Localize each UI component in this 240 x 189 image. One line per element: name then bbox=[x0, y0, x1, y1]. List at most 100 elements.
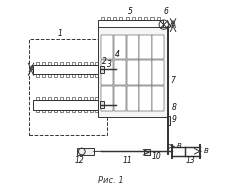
Bar bbox=[101, 29, 104, 32]
Bar bbox=[36, 62, 39, 64]
Text: A: A bbox=[170, 21, 176, 30]
Bar bbox=[42, 98, 45, 100]
Bar bbox=[114, 60, 126, 85]
Bar bbox=[96, 62, 98, 64]
Bar bbox=[98, 20, 163, 29]
Bar bbox=[84, 62, 87, 64]
Bar bbox=[127, 86, 139, 111]
Bar bbox=[139, 86, 152, 111]
Bar bbox=[78, 110, 81, 112]
Bar bbox=[138, 17, 141, 20]
Bar bbox=[168, 116, 170, 125]
Bar bbox=[54, 110, 57, 112]
Bar bbox=[60, 62, 63, 64]
Bar bbox=[66, 110, 69, 112]
Bar bbox=[42, 62, 45, 64]
Bar bbox=[48, 62, 51, 64]
Bar bbox=[60, 98, 63, 100]
Bar bbox=[84, 110, 87, 112]
Bar bbox=[29, 39, 107, 136]
Bar bbox=[90, 110, 92, 112]
Bar bbox=[113, 29, 116, 32]
Bar bbox=[60, 74, 63, 77]
Bar bbox=[101, 35, 113, 59]
Bar bbox=[48, 98, 51, 100]
Bar bbox=[66, 74, 69, 77]
Text: Рис. 1: Рис. 1 bbox=[98, 176, 124, 185]
Bar bbox=[90, 62, 92, 64]
Text: 6: 6 bbox=[163, 7, 168, 16]
Bar bbox=[36, 110, 39, 112]
Bar bbox=[100, 66, 104, 73]
Bar bbox=[139, 60, 152, 85]
Bar bbox=[101, 60, 113, 85]
Bar bbox=[152, 60, 164, 85]
Bar bbox=[33, 100, 101, 110]
Text: 13: 13 bbox=[186, 156, 196, 165]
Bar bbox=[96, 74, 98, 77]
Bar bbox=[78, 98, 81, 100]
Text: 8: 8 bbox=[172, 103, 176, 112]
Bar bbox=[150, 29, 154, 32]
Bar bbox=[48, 74, 51, 77]
Bar bbox=[33, 64, 101, 74]
Bar bbox=[36, 98, 39, 100]
Bar bbox=[100, 101, 104, 108]
Bar bbox=[72, 110, 75, 112]
Bar bbox=[157, 17, 160, 20]
Bar bbox=[107, 29, 110, 32]
Text: 11: 11 bbox=[123, 156, 132, 165]
Bar bbox=[144, 149, 150, 155]
Bar bbox=[101, 17, 104, 20]
Bar bbox=[66, 98, 69, 100]
Bar bbox=[144, 17, 147, 20]
Text: 5: 5 bbox=[128, 7, 133, 16]
Bar bbox=[138, 29, 141, 32]
Bar bbox=[78, 74, 81, 77]
Bar bbox=[72, 62, 75, 64]
Bar bbox=[126, 29, 129, 32]
Bar bbox=[127, 60, 139, 85]
Bar bbox=[84, 98, 87, 100]
Bar bbox=[119, 17, 122, 20]
Text: 3: 3 bbox=[107, 60, 112, 69]
Bar bbox=[72, 74, 75, 77]
Bar bbox=[36, 74, 39, 77]
Bar bbox=[54, 98, 57, 100]
Bar bbox=[96, 110, 98, 112]
Text: 10: 10 bbox=[151, 152, 161, 161]
Bar bbox=[96, 98, 98, 100]
Bar bbox=[132, 29, 135, 32]
Bar bbox=[77, 148, 94, 155]
Bar bbox=[157, 29, 160, 32]
Bar bbox=[90, 74, 92, 77]
Text: 1: 1 bbox=[58, 29, 63, 38]
Text: 9: 9 bbox=[172, 115, 176, 124]
Bar bbox=[114, 86, 126, 111]
Text: 4: 4 bbox=[115, 50, 120, 59]
Bar bbox=[48, 110, 51, 112]
Bar bbox=[84, 74, 87, 77]
Bar bbox=[139, 35, 152, 59]
Bar bbox=[78, 62, 81, 64]
Text: A: A bbox=[28, 65, 34, 74]
Bar bbox=[42, 110, 45, 112]
Bar bbox=[60, 110, 63, 112]
Bar bbox=[90, 98, 92, 100]
Bar bbox=[152, 86, 164, 111]
Bar bbox=[114, 35, 126, 59]
Text: B: B bbox=[177, 143, 182, 149]
Bar bbox=[42, 74, 45, 77]
Bar bbox=[144, 29, 147, 32]
Bar bbox=[66, 62, 69, 64]
Text: B: B bbox=[204, 148, 209, 154]
Bar bbox=[132, 17, 135, 20]
Text: 7: 7 bbox=[171, 76, 175, 85]
Bar bbox=[101, 86, 113, 111]
Bar bbox=[54, 62, 57, 64]
Bar bbox=[127, 35, 139, 59]
Bar bbox=[98, 27, 168, 117]
Text: 2: 2 bbox=[102, 57, 107, 66]
Bar bbox=[119, 29, 122, 32]
Bar bbox=[107, 17, 110, 20]
